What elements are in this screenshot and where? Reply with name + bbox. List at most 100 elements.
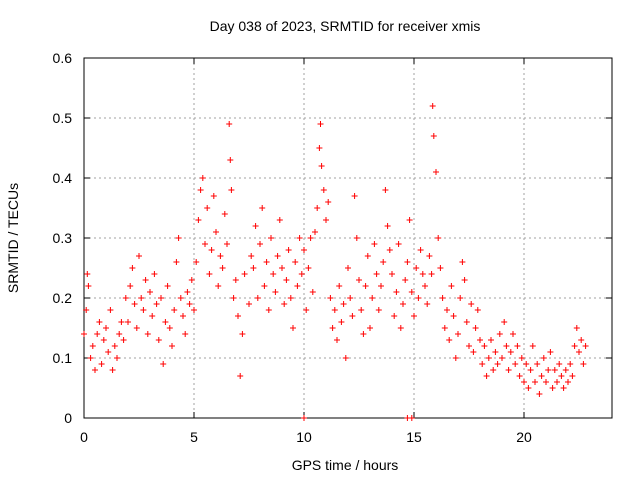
data-point: [565, 379, 571, 385]
data-point: [400, 301, 406, 307]
data-point: [116, 331, 123, 337]
data-point: [459, 259, 466, 265]
data-point: [560, 385, 567, 391]
data-point: [224, 241, 230, 247]
data-point: [272, 289, 279, 295]
data-point: [175, 235, 182, 241]
data-point: [331, 307, 338, 313]
data-point: [336, 283, 343, 289]
data-point: [316, 145, 323, 151]
data-point: [496, 331, 503, 337]
data-point: [96, 319, 103, 325]
data-point: [147, 289, 153, 295]
data-point: [92, 367, 98, 373]
data-point: [342, 355, 349, 361]
data-point: [103, 325, 109, 331]
data-point: [138, 295, 145, 301]
data-point: [241, 271, 248, 277]
data-point: [309, 289, 316, 295]
data-point: [109, 367, 116, 373]
data-point: [470, 349, 477, 355]
data-points: [81, 103, 589, 421]
data-point: [391, 313, 398, 319]
data-point: [439, 295, 446, 301]
data-point: [296, 235, 303, 241]
data-point: [188, 277, 195, 283]
data-point: [84, 271, 91, 277]
data-point: [356, 277, 362, 283]
data-point: [120, 337, 127, 343]
data-point: [349, 313, 356, 319]
data-point: [466, 343, 472, 349]
data-point: [204, 205, 211, 211]
data-point: [450, 313, 457, 319]
data-point: [155, 337, 162, 343]
data-point: [118, 319, 125, 325]
data-point: [268, 235, 274, 241]
data-point: [162, 319, 169, 325]
data-point: [529, 343, 536, 349]
data-point: [164, 283, 171, 289]
data-point: [578, 337, 585, 343]
data-point: [353, 235, 360, 241]
data-point: [518, 355, 525, 361]
data-point: [320, 187, 327, 193]
data-point: [485, 355, 492, 361]
data-point: [419, 271, 426, 277]
data-point: [131, 301, 138, 307]
y-tick-label: 0.3: [53, 230, 73, 246]
data-point: [468, 301, 475, 307]
data-point: [547, 349, 554, 355]
data-point: [151, 271, 158, 277]
data-point: [195, 217, 202, 223]
data-point: [94, 331, 101, 337]
data-point: [232, 277, 239, 283]
data-point: [397, 325, 404, 331]
data-point: [149, 313, 156, 319]
data-point: [173, 259, 180, 265]
axis-ticks: 0 0.1 0.2 0.3 0.4 0.5 0.6 0 5 10 15 20: [53, 50, 612, 445]
y-tick-label: 0.1: [53, 350, 73, 366]
data-point: [144, 331, 151, 337]
data-point: [215, 283, 222, 289]
data-point: [573, 325, 580, 331]
data-point: [369, 295, 376, 301]
data-point: [512, 361, 519, 367]
data-point: [384, 223, 391, 229]
data-point: [538, 373, 545, 379]
data-point: [507, 349, 514, 355]
data-point: [177, 295, 184, 301]
data-point: [360, 331, 367, 337]
data-point: [206, 271, 213, 277]
data-point: [446, 337, 453, 343]
data-point: [287, 295, 294, 301]
data-point: [345, 265, 351, 271]
data-point: [274, 253, 281, 259]
y-axis-label: SRMTID / TECUs: [5, 183, 21, 293]
data-point: [301, 415, 307, 421]
data-point: [514, 343, 521, 349]
data-point: [285, 247, 292, 253]
data-point: [481, 343, 488, 349]
data-point: [227, 157, 234, 163]
data-point: [298, 271, 305, 277]
x-axis-label: GPS time / hours: [292, 457, 399, 473]
data-point: [444, 307, 450, 313]
data-point: [347, 295, 354, 301]
data-point: [199, 175, 206, 181]
x-tick-label: 5: [190, 429, 198, 445]
data-point: [516, 373, 523, 379]
data-point: [457, 295, 464, 301]
data-point: [219, 265, 226, 271]
data-point: [569, 373, 576, 379]
data-point: [246, 301, 252, 307]
data-point: [362, 283, 369, 289]
data-point: [254, 295, 261, 301]
data-point: [435, 235, 442, 241]
data-point: [314, 205, 321, 211]
data-point: [582, 343, 589, 349]
data-point: [248, 253, 255, 259]
data-point: [340, 301, 347, 307]
data-point: [125, 319, 131, 325]
